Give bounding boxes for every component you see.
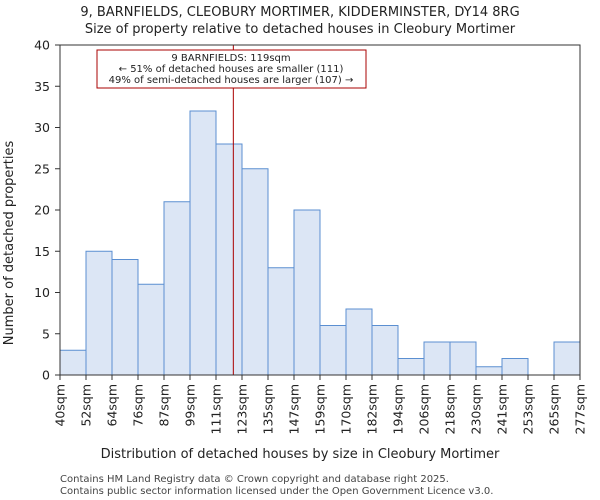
- x-tick-label: 135sqm: [261, 384, 276, 434]
- x-tick-label: 40sqm: [53, 384, 68, 427]
- x-tick-label: 253sqm: [521, 384, 536, 434]
- bar-99sqm: [189, 110, 217, 376]
- bar-123sqm: [241, 168, 269, 376]
- bar-206sqm: [423, 341, 451, 376]
- annotation-line-2: ← 51% of detached houses are smaller (11…: [119, 64, 344, 75]
- annotation-line-3: 49% of semi-detached houses are larger (…: [109, 75, 354, 86]
- y-axis-label: Number of detached properties: [2, 141, 17, 346]
- x-tick-label: 241sqm: [495, 384, 510, 434]
- x-tick-label: 265sqm: [547, 384, 562, 434]
- x-tick-label: 277sqm: [573, 384, 588, 434]
- bar-170sqm: [345, 308, 373, 376]
- bar-194sqm: [397, 358, 425, 376]
- x-tick-label: 123sqm: [235, 384, 250, 434]
- annotation-box: 9 BARNFIELDS: 119sqm ← 51% of detached h…: [96, 49, 367, 89]
- x-tick-label: 87sqm: [157, 384, 172, 427]
- x-tick-label: 194sqm: [391, 384, 406, 434]
- bar-111sqm: [215, 143, 243, 376]
- bar-40sqm: [59, 349, 87, 376]
- y-tick-label: 30: [34, 120, 50, 135]
- x-tick-label: 159sqm: [313, 384, 328, 434]
- x-tick-label: 218sqm: [443, 384, 458, 434]
- bar-87sqm: [163, 201, 191, 376]
- x-axis-label: Distribution of detached houses by size …: [101, 447, 500, 462]
- bar-135sqm: [267, 267, 295, 376]
- x-tick-label: 111sqm: [209, 384, 224, 434]
- footer-line-2: Contains public sector information licen…: [60, 486, 493, 497]
- x-tick-label: 64sqm: [105, 384, 120, 427]
- bar-230sqm: [475, 366, 503, 376]
- bar-182sqm: [371, 325, 399, 376]
- chart-title: 9, BARNFIELDS, CLEOBURY MORTIMER, KIDDER…: [80, 5, 519, 20]
- bars: [59, 110, 581, 376]
- x-axis-ticks: 40sqm 52sqm 64sqm 76sqm 87sqm 99sqm 111sqm 123s…: [53, 375, 588, 434]
- bar-265sqm: [553, 341, 581, 376]
- annotation-frame: [96, 49, 367, 89]
- y-tick-label: 20: [34, 203, 50, 218]
- bar-159sqm: [319, 325, 347, 376]
- footer-line-1: Contains HM Land Registry data © Crown c…: [60, 474, 449, 485]
- bar-147sqm: [293, 209, 321, 376]
- bar-241sqm: [501, 358, 529, 376]
- x-tick-label: 230sqm: [469, 384, 484, 434]
- bar-52sqm: [85, 250, 113, 376]
- x-tick-label: 147sqm: [287, 384, 302, 434]
- y-tick-label: 5: [42, 326, 50, 341]
- y-tick-label: 15: [34, 244, 50, 259]
- x-tick-label: 182sqm: [365, 384, 380, 434]
- y-tick-label: 25: [34, 161, 50, 176]
- y-tick-label: 10: [34, 285, 50, 300]
- y-tick-label: 0: [42, 368, 50, 383]
- bar-218sqm: [449, 341, 477, 376]
- x-tick-label: 76sqm: [131, 384, 146, 427]
- bar-64sqm: [111, 259, 139, 376]
- plot-frame: [59, 44, 581, 376]
- x-tick-label: 206sqm: [417, 384, 432, 434]
- y-axis-ticks: 0 5 10 15 20 25 30 35 40: [34, 38, 60, 383]
- y-tick-label: 35: [34, 79, 50, 94]
- x-tick-label: 170sqm: [339, 384, 354, 434]
- annotation-line-1: 9 BARNFIELDS: 119sqm: [171, 53, 290, 64]
- x-tick-label: 52sqm: [79, 384, 94, 427]
- x-tick-label: 99sqm: [183, 384, 198, 427]
- bar-76sqm: [137, 283, 165, 376]
- chart-subtitle: Size of property relative to detached ho…: [85, 22, 516, 37]
- y-tick-label: 40: [34, 38, 50, 53]
